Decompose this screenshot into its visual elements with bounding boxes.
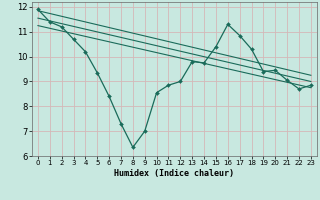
X-axis label: Humidex (Indice chaleur): Humidex (Indice chaleur) [115, 169, 234, 178]
